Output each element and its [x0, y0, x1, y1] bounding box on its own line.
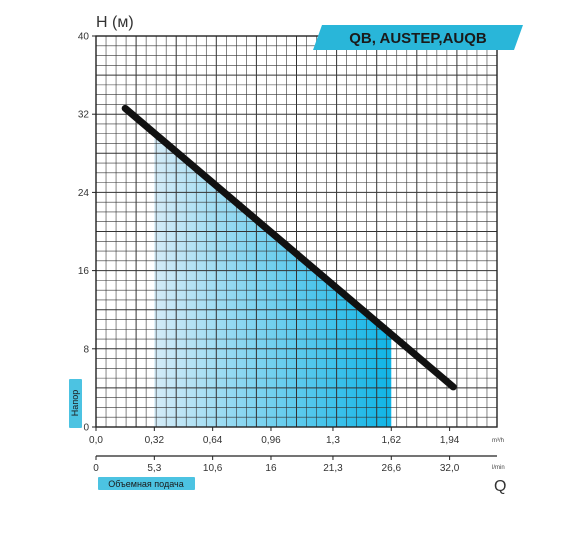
x-side-label: Объемная подача — [98, 477, 195, 490]
y-tick-label: 24 — [78, 188, 90, 199]
performance-curve — [121, 104, 457, 391]
x2-tick-label: 16 — [265, 463, 277, 474]
x-tick-label: 0,0 — [89, 435, 103, 446]
x-side-label-text: Объемная подача — [108, 479, 183, 489]
x-axis-title: Q — [494, 478, 506, 495]
series-badge: QB, AUSTEP,AUQB — [313, 25, 523, 50]
series-badge-text: QB, AUSTEP,AUQB — [349, 30, 487, 47]
x2-tick-label: 10,6 — [203, 463, 223, 474]
x-axis-secondary-unit: l/min — [492, 465, 505, 471]
y-tick-label: 16 — [78, 266, 90, 277]
x-tick-label: 1,94 — [440, 435, 460, 446]
x2-tick-label: 5,3 — [147, 463, 161, 474]
x2-tick-label: 32,0 — [440, 463, 460, 474]
y-axis-ticks: 0 8 16 24 32 40 — [78, 32, 96, 434]
y-side-label-text: Напор — [70, 390, 80, 416]
grid — [95, 35, 498, 428]
x-tick-label: 1,3 — [326, 435, 340, 446]
y-side-label: Напор — [69, 379, 82, 428]
x2-tick-label: 26,6 — [382, 463, 402, 474]
x-tick-label: 1,62 — [382, 435, 402, 446]
working-range-area — [154, 133, 392, 427]
y-tick-label: 40 — [78, 32, 90, 43]
series-layer — [121, 104, 457, 391]
x-tick-label: 0,32 — [145, 435, 165, 446]
y-axis-title: H (м) — [96, 14, 134, 31]
y-tick-label: 0 — [83, 423, 89, 434]
x-tick-label: 0,64 — [203, 435, 223, 446]
x-axis-primary-unit: m³/h — [492, 438, 504, 444]
x-tick-label: 0,96 — [261, 435, 281, 446]
y-tick-label: 8 — [83, 344, 89, 355]
y-tick-label: 32 — [78, 110, 90, 121]
x2-tick-label: 0 — [93, 463, 99, 474]
x-axis-secondary-ticks: 0 5,3 10,6 16 21,3 26,6 32,0 — [93, 455, 497, 474]
plot-frame — [95, 35, 498, 428]
x-axis-primary-ticks: 0,0 0,32 0,64 0,96 1,3 1,62 1,94 — [89, 427, 460, 446]
x2-tick-label: 21,3 — [323, 463, 343, 474]
